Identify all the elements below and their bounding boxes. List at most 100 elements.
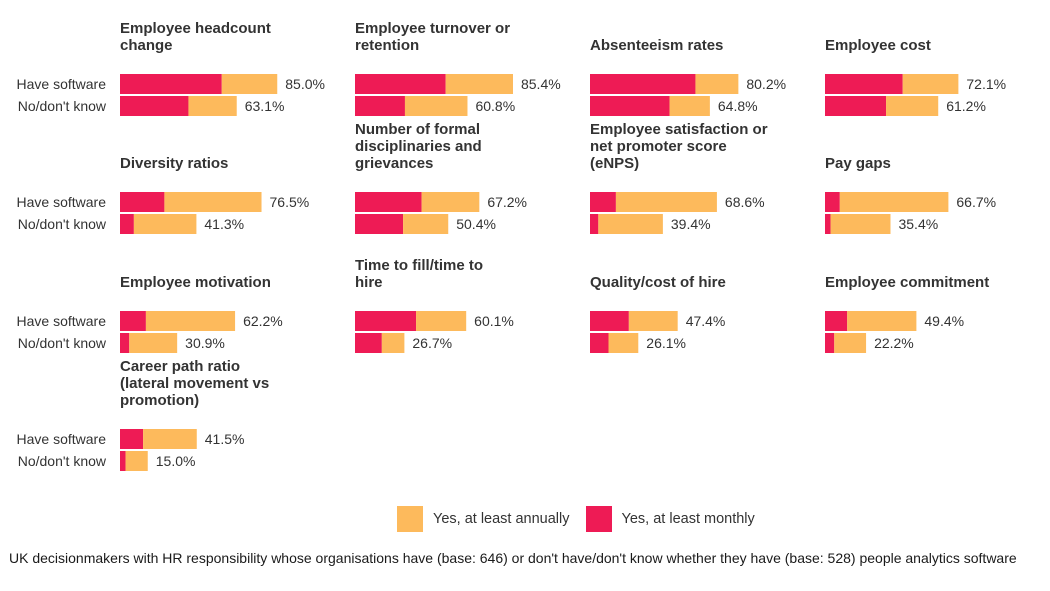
bar-annually-have bbox=[615, 192, 717, 212]
bar-monthly-have bbox=[120, 74, 222, 94]
panel-title: Employee satisfaction or bbox=[590, 121, 768, 138]
data-label-have: 49.4% bbox=[924, 313, 964, 329]
data-label-no: 60.8% bbox=[475, 98, 515, 114]
bar-annually-have bbox=[695, 74, 739, 94]
chart: Have software No/don't know Employee headc… bbox=[17, 20, 1006, 471]
bar-monthly-have bbox=[355, 192, 422, 212]
bar-monthly-no bbox=[355, 214, 404, 234]
data-label-no: 22.2% bbox=[874, 335, 914, 351]
bar-annually-no bbox=[125, 451, 148, 471]
bar-monthly-no bbox=[120, 333, 130, 353]
bar-monthly-have bbox=[590, 74, 696, 94]
data-label-no: 64.8% bbox=[718, 98, 758, 114]
bar-annually-have bbox=[421, 192, 480, 212]
panel-title: Employee motivation bbox=[120, 274, 271, 291]
legend-item-monthly: Yes, at least monthly bbox=[585, 506, 755, 532]
data-label-no: 30.9% bbox=[185, 335, 225, 351]
legend-label-monthly: Yes, at least monthly bbox=[621, 511, 755, 527]
panel-title: Diversity ratios bbox=[120, 155, 228, 172]
row-label-have: Have software bbox=[17, 431, 107, 447]
bar-monthly-no bbox=[355, 333, 382, 353]
bar-annually-no bbox=[830, 214, 891, 234]
row-label-have: Have software bbox=[17, 194, 107, 210]
data-label-have: 76.5% bbox=[270, 194, 310, 210]
bar-annually-have bbox=[902, 74, 959, 94]
data-label-no: 63.1% bbox=[245, 98, 285, 114]
bar-annually-no bbox=[669, 96, 710, 116]
panel-title: Pay gaps bbox=[825, 155, 891, 172]
bar-annually-have bbox=[416, 311, 467, 331]
bar-monthly-have bbox=[825, 311, 848, 331]
panel-title: promotion) bbox=[120, 392, 199, 409]
bar-annually-have bbox=[628, 311, 678, 331]
bar-monthly-have bbox=[120, 429, 144, 449]
data-label-have: 85.4% bbox=[521, 76, 561, 92]
panel-title: change bbox=[120, 37, 173, 54]
data-label-have: 85.0% bbox=[285, 76, 325, 92]
bar-monthly-have bbox=[120, 311, 146, 331]
data-label-no: 39.4% bbox=[671, 216, 711, 232]
bar-annually-no bbox=[133, 214, 197, 234]
bar-annually-have bbox=[839, 192, 949, 212]
bar-monthly-no bbox=[825, 214, 831, 234]
bar-annually-no bbox=[608, 333, 639, 353]
panel-title: (eNPS) bbox=[590, 155, 639, 172]
row-label-have: Have software bbox=[17, 313, 107, 329]
panel-title: grievances bbox=[355, 155, 433, 172]
bar-monthly-no bbox=[120, 214, 134, 234]
bar-annually-no bbox=[834, 333, 867, 353]
bar-annually-no bbox=[886, 96, 939, 116]
row-label-no: No/don't know bbox=[18, 98, 107, 114]
panel-title: Career path ratio bbox=[120, 358, 240, 375]
data-label-no: 26.1% bbox=[646, 335, 686, 351]
bar-monthly-have bbox=[825, 192, 840, 212]
bar-monthly-have bbox=[590, 192, 616, 212]
data-label-have: 60.1% bbox=[474, 313, 514, 329]
panel-title: hire bbox=[355, 274, 383, 291]
bar-annually-no bbox=[404, 96, 468, 116]
bar-monthly-no bbox=[355, 96, 405, 116]
data-label-no: 35.4% bbox=[898, 216, 938, 232]
bar-annually-have bbox=[221, 74, 278, 94]
row-label-no: No/don't know bbox=[18, 335, 107, 351]
data-label-have: 47.4% bbox=[686, 313, 726, 329]
bar-annually-no bbox=[598, 214, 663, 234]
data-label-have: 67.2% bbox=[487, 194, 527, 210]
bar-annually-have bbox=[445, 74, 513, 94]
row-label-have: Have software bbox=[17, 76, 107, 92]
panel-title: (lateral movement vs bbox=[120, 375, 269, 392]
bar-monthly-have bbox=[355, 311, 417, 331]
row-label-no: No/don't know bbox=[18, 453, 107, 469]
data-label-have: 62.2% bbox=[243, 313, 283, 329]
data-label-have: 66.7% bbox=[956, 194, 996, 210]
panel-title: Time to fill/time to bbox=[355, 257, 483, 274]
panel-title: disciplinaries and bbox=[355, 138, 482, 155]
legend: Yes, at least annually Yes, at least mon… bbox=[397, 506, 771, 532]
bar-annually-no bbox=[381, 333, 405, 353]
legend-label-annually: Yes, at least annually bbox=[433, 511, 570, 527]
bar-monthly-no bbox=[120, 451, 126, 471]
panel-title: retention bbox=[355, 37, 419, 54]
panel-title: Employee cost bbox=[825, 37, 931, 54]
bar-monthly-no bbox=[825, 96, 887, 116]
bar-annually-have bbox=[164, 192, 262, 212]
panel-title: Quality/cost of hire bbox=[590, 274, 726, 291]
data-label-no: 26.7% bbox=[412, 335, 452, 351]
bar-annually-no bbox=[188, 96, 237, 116]
data-label-no: 50.4% bbox=[456, 216, 496, 232]
bar-monthly-no bbox=[590, 96, 670, 116]
bar-monthly-have bbox=[355, 74, 446, 94]
panel-title: Number of formal bbox=[355, 121, 480, 138]
bar-monthly-have bbox=[120, 192, 165, 212]
row-label-no: No/don't know bbox=[18, 216, 107, 232]
bar-annually-no bbox=[129, 333, 178, 353]
bar-monthly-have bbox=[590, 311, 629, 331]
bar-monthly-no bbox=[120, 96, 189, 116]
legend-swatch-monthly bbox=[585, 506, 612, 532]
bar-monthly-have bbox=[825, 74, 903, 94]
legend-item-annually: Yes, at least annually bbox=[397, 506, 570, 532]
bar-monthly-no bbox=[825, 333, 835, 353]
panel-title: net promoter score bbox=[590, 138, 727, 155]
data-label-no: 61.2% bbox=[946, 98, 986, 114]
panel-title: Employee turnover or bbox=[355, 20, 510, 37]
